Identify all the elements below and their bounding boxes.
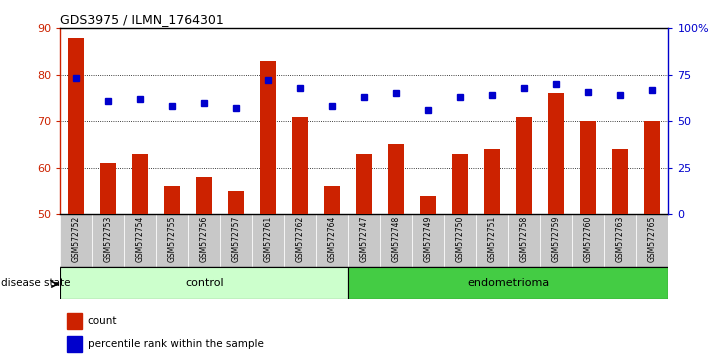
Text: GSM572749: GSM572749 <box>424 216 433 262</box>
Bar <box>188 214 220 267</box>
Bar <box>348 267 668 299</box>
Bar <box>220 214 252 267</box>
Text: GSM572755: GSM572755 <box>168 216 177 262</box>
Text: GSM572747: GSM572747 <box>360 216 369 262</box>
Bar <box>348 214 380 267</box>
Bar <box>516 116 533 214</box>
Bar <box>380 28 412 214</box>
Text: GDS3975 / ILMN_1764301: GDS3975 / ILMN_1764301 <box>60 13 224 26</box>
Text: GSM572763: GSM572763 <box>616 216 625 262</box>
Text: GSM572764: GSM572764 <box>328 216 337 262</box>
Bar <box>356 154 373 214</box>
Bar <box>604 214 636 267</box>
Text: percentile rank within the sample: percentile rank within the sample <box>87 339 264 349</box>
Bar <box>92 28 124 214</box>
Text: count: count <box>87 316 117 326</box>
Bar <box>284 28 316 214</box>
Text: GSM572751: GSM572751 <box>488 216 497 262</box>
Bar <box>636 214 668 267</box>
Bar <box>156 214 188 267</box>
Bar <box>220 28 252 214</box>
Bar <box>572 214 604 267</box>
Bar <box>324 186 341 214</box>
Text: GSM572757: GSM572757 <box>232 216 241 262</box>
Text: GSM572760: GSM572760 <box>584 216 593 262</box>
Text: disease state: disease state <box>1 278 71 288</box>
Bar <box>60 28 92 214</box>
Bar <box>388 144 405 214</box>
Text: GSM572753: GSM572753 <box>104 216 113 262</box>
Bar <box>284 214 316 267</box>
Bar <box>612 149 629 214</box>
Text: GSM572754: GSM572754 <box>136 216 145 262</box>
Text: GSM572762: GSM572762 <box>296 216 305 262</box>
Bar <box>156 28 188 214</box>
Bar <box>412 28 444 214</box>
Text: GSM572750: GSM572750 <box>456 216 465 262</box>
Bar <box>316 214 348 267</box>
Text: GSM572748: GSM572748 <box>392 216 401 262</box>
Bar <box>252 214 284 267</box>
Bar <box>604 28 636 214</box>
Bar <box>260 61 277 214</box>
Bar <box>132 154 149 214</box>
Bar <box>476 214 508 267</box>
Text: control: control <box>185 278 224 288</box>
Bar <box>548 93 565 214</box>
Bar <box>508 28 540 214</box>
Bar <box>580 121 597 214</box>
Text: GSM572758: GSM572758 <box>520 216 529 262</box>
Text: endometrioma: endometrioma <box>467 278 550 288</box>
Bar <box>67 313 82 329</box>
Bar <box>124 214 156 267</box>
Bar <box>508 214 540 267</box>
Bar <box>68 38 85 214</box>
Bar <box>292 116 309 214</box>
Bar <box>644 121 661 214</box>
Bar <box>572 28 604 214</box>
Bar <box>164 186 181 214</box>
Bar <box>452 154 469 214</box>
Bar <box>124 28 156 214</box>
Text: GSM572752: GSM572752 <box>72 216 81 262</box>
Bar <box>380 214 412 267</box>
Bar <box>196 177 213 214</box>
Bar <box>228 191 245 214</box>
Bar <box>412 214 444 267</box>
Bar <box>636 28 668 214</box>
Bar <box>348 28 380 214</box>
Bar <box>60 267 348 299</box>
Bar <box>60 214 92 267</box>
Bar <box>476 28 508 214</box>
Bar <box>92 214 124 267</box>
Bar <box>188 28 220 214</box>
Bar <box>252 28 284 214</box>
Bar <box>540 214 572 267</box>
Text: GSM572759: GSM572759 <box>552 216 561 262</box>
Text: GSM572761: GSM572761 <box>264 216 273 262</box>
Bar <box>444 214 476 267</box>
Bar <box>100 163 117 214</box>
Bar <box>67 336 82 352</box>
Text: GSM572756: GSM572756 <box>200 216 209 262</box>
Text: GSM572765: GSM572765 <box>648 216 657 262</box>
Bar <box>540 28 572 214</box>
Bar <box>444 28 476 214</box>
Bar <box>316 28 348 214</box>
Bar <box>484 149 501 214</box>
Bar <box>420 195 437 214</box>
